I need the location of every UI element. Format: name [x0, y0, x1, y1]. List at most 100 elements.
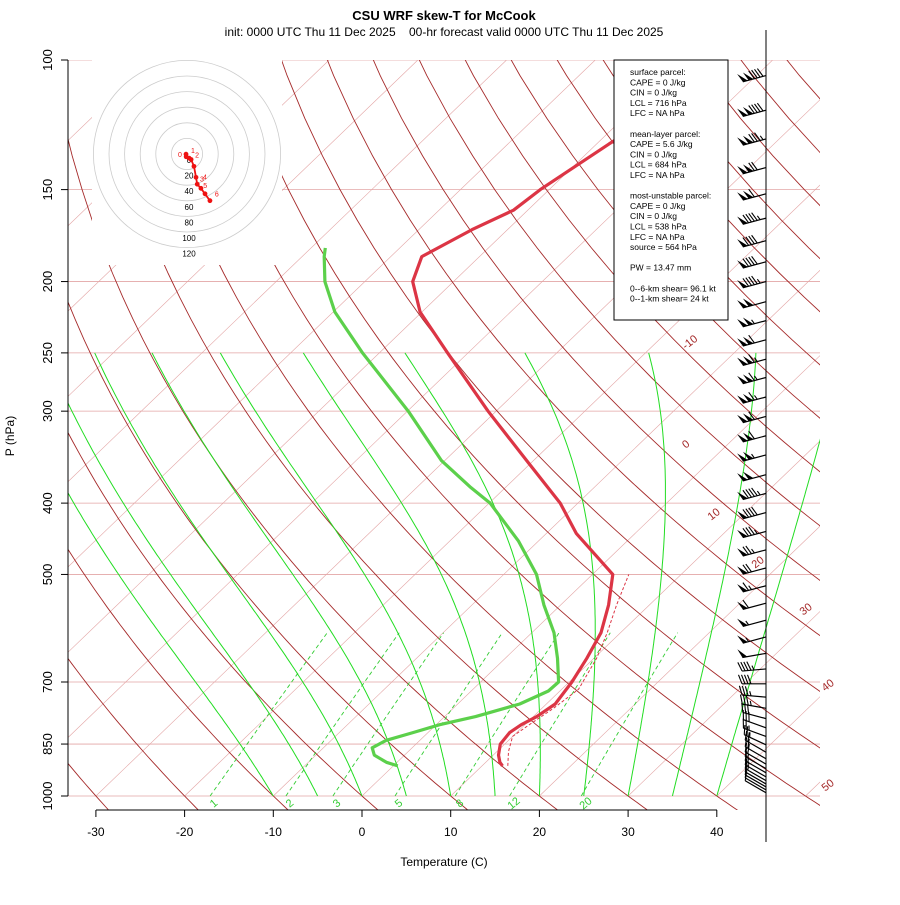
hodograph-point	[194, 175, 199, 180]
isotherm-label: 0	[680, 438, 692, 451]
barb-half-feather	[752, 549, 755, 553]
parcel-value: LFC = NA hPa	[630, 108, 685, 118]
shear-0-6-km: 0--6-km shear= 96.1 kt	[630, 283, 716, 293]
wind-barb	[737, 256, 766, 268]
barb-half-feather	[748, 765, 749, 770]
parcel-value: CIN = 0 J/kg	[630, 149, 677, 159]
y-axis-label: P (hPa)	[3, 416, 17, 456]
wind-barb	[737, 392, 766, 403]
barb-flag	[737, 260, 748, 268]
hodograph-height-label: 0	[178, 152, 182, 159]
parcel-value: CAPE = 0 J/kg	[630, 201, 686, 211]
wind-barb	[737, 649, 766, 657]
parcel-heading: most-unstable parcel:	[630, 191, 711, 201]
parcel-value: source = 564 hPa	[630, 242, 697, 252]
wind-barb	[737, 452, 766, 461]
x-axis-label: Temperature (C)	[400, 855, 487, 869]
barb-flag	[737, 217, 748, 225]
parcel-value: CIN = 0 J/kg	[630, 211, 677, 221]
hodograph-point	[195, 182, 200, 187]
barb-shaft	[742, 704, 766, 708]
wind-barb	[737, 189, 766, 200]
y-tick-label: 1000	[40, 782, 55, 811]
y-tick-label: 250	[40, 342, 55, 364]
barb-shaft	[743, 720, 766, 728]
barb-shaft	[745, 775, 766, 787]
barb-half-feather	[748, 753, 749, 758]
isotherm-line	[273, 60, 900, 796]
barb-flag	[737, 548, 748, 556]
wind-barb	[737, 162, 766, 174]
x-tick-label: -20	[176, 825, 194, 839]
mixing-ratio-label: 8	[454, 797, 466, 810]
wind-barb	[737, 507, 766, 519]
parcel-heading: mean-layer parcel:	[630, 129, 700, 139]
y-tick-label: 400	[40, 492, 55, 514]
y-tick-label: 700	[40, 671, 55, 693]
hodograph: 0204060801001200123456	[92, 59, 282, 265]
isotherm-line	[0, 60, 595, 796]
barb-feather	[740, 695, 742, 704]
wind-barb	[738, 662, 766, 671]
chart-title: CSU WRF skew-T for McCook	[352, 8, 536, 23]
hodograph-height-label: 5	[203, 183, 207, 190]
parcel-value: LFC = NA hPa	[630, 232, 685, 242]
x-tick-label: 10	[444, 825, 458, 839]
x-tick-label: -10	[265, 825, 283, 839]
dry-adiabat-line	[804, 26, 900, 811]
wind-barb	[737, 103, 766, 116]
hodograph-point	[203, 191, 208, 196]
hodograph-height-label: 2	[195, 152, 199, 159]
mixing-ratio-line	[210, 633, 327, 796]
x-tick-label: -30	[87, 825, 105, 839]
dry-adiabat-line	[849, 26, 900, 811]
parcel-value: LCL = 538 hPa	[630, 222, 687, 232]
parcel-heading: surface parcel:	[630, 67, 686, 77]
isotherm-label: 50	[820, 777, 837, 794]
barb-flag	[737, 649, 747, 657]
barb-flag	[737, 602, 748, 610]
y-tick-label: 500	[40, 564, 55, 586]
barb-flag	[737, 239, 748, 247]
precipitable-water: PW = 13.47 mm	[630, 263, 691, 273]
mixing-ratio-line	[333, 633, 444, 796]
x-tick-label: 40	[710, 825, 724, 839]
wind-barb	[737, 546, 766, 556]
hodograph-point	[208, 198, 213, 203]
barb-shaft	[744, 735, 766, 745]
barb-half-feather	[757, 491, 760, 495]
wind-barb	[737, 317, 766, 326]
isotherm-line	[894, 60, 900, 796]
mixing-ratio-label: 5	[393, 797, 405, 810]
barb-feather	[744, 725, 745, 735]
mixing-ratio-label: 3	[331, 797, 343, 810]
isotherm-line	[185, 60, 900, 796]
dry-adiabat-line	[269, 26, 900, 811]
wind-barb	[737, 373, 766, 384]
parcel-value: LCL = 716 hPa	[630, 98, 687, 108]
barb-flag	[737, 584, 748, 592]
parcel-value: CIN = 0 J/kg	[630, 88, 677, 98]
wind-barb	[737, 213, 766, 225]
mixing-ratio-line	[286, 633, 399, 796]
y-tick-label: 200	[40, 271, 55, 293]
dry-adiabat-line	[894, 26, 900, 811]
y-tick-label: 100	[40, 49, 55, 71]
isotherm-label: 40	[820, 677, 837, 694]
hodograph-height-label: 6	[215, 192, 219, 199]
barb-flag	[737, 635, 748, 643]
parcel-value: CAPE = 5.6 J/kg	[630, 139, 693, 149]
parcel-value: LFC = NA hPa	[630, 170, 685, 180]
hodograph-point	[192, 164, 197, 169]
mixing-ratio-line	[455, 633, 559, 796]
hodograph-ring-label: 60	[185, 203, 194, 212]
wind-barb	[737, 619, 766, 627]
mixing-ratio-label: 1	[208, 797, 220, 810]
wind-barb	[737, 355, 766, 366]
isotherm-label: 10	[706, 506, 723, 523]
hodograph-ring-label: 40	[185, 187, 194, 196]
